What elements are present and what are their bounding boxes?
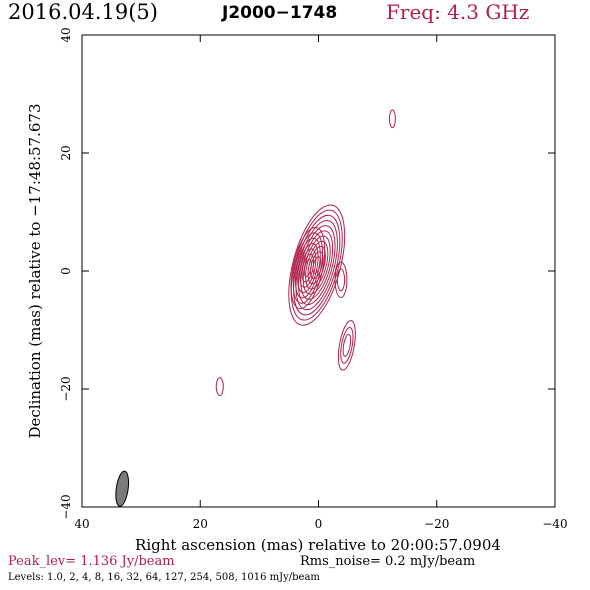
- beam-ellipse: [115, 470, 130, 507]
- contour-core: [288, 204, 346, 326]
- contour-east-lobe: [299, 248, 317, 288]
- contour-knot-south: [337, 320, 356, 371]
- x-tick-label: 20: [193, 517, 208, 531]
- contour-east-lobe: [292, 232, 323, 304]
- y-tick-label: 40: [59, 27, 73, 42]
- source-name: J2000−1748: [222, 3, 338, 23]
- contour-east-lobe: [303, 259, 312, 278]
- y-axis-label: Declination (mas) relative to −17:48:57.…: [26, 103, 44, 438]
- contour-knot-south: [342, 333, 352, 357]
- contour-east-lobe: [290, 227, 326, 310]
- rms-noise: Rms_noise= 0.2 mJy/beam: [300, 554, 476, 569]
- x-tick-label: 0: [315, 517, 323, 531]
- y-tick-label: 0: [59, 267, 73, 275]
- contour-knot-north: [388, 109, 396, 129]
- contour-core: [300, 230, 334, 300]
- y-tick-label: −20: [59, 376, 73, 401]
- contour-knot-west: [215, 377, 224, 396]
- contour-core: [297, 225, 336, 306]
- x-tick-label: −20: [424, 517, 449, 531]
- axis-ticks: [81, 34, 556, 508]
- y-tick-label: −40: [59, 494, 73, 519]
- contour-knot-east-of-core: [336, 268, 346, 292]
- x-tick-labels: 40 20 0 −20 −40: [74, 517, 567, 531]
- contour-east-lobe: [297, 243, 319, 294]
- peak-level: Peak_lev= 1.136 Jy/beam: [8, 554, 175, 569]
- y-tick-label: 20: [59, 145, 73, 160]
- y-tick-labels: −40 −20 0 20 40: [59, 27, 73, 519]
- contour-set: [215, 109, 396, 396]
- observation-date: 2016.04.19(5): [8, 0, 158, 24]
- x-tick-label: 40: [74, 517, 89, 531]
- contour-core: [305, 240, 329, 290]
- contour-levels-list: Levels: 1.0, 2, 4, 8, 16, 32, 64, 127, 2…: [8, 572, 320, 583]
- beam-layer: [115, 470, 130, 507]
- contour-east-lobe: [294, 237, 321, 299]
- contour-core: [295, 220, 338, 311]
- frequency-label: Freq: 4.3 GHz: [386, 0, 530, 24]
- contour-knot-south: [340, 326, 354, 364]
- contour-east-lobe: [301, 253, 315, 283]
- contour-core: [290, 209, 343, 321]
- contour-knot-east-of-core: [334, 261, 348, 299]
- x-tick-label: −40: [542, 517, 567, 531]
- x-axis-label: Right ascension (mas) relative to 20:00:…: [135, 536, 501, 554]
